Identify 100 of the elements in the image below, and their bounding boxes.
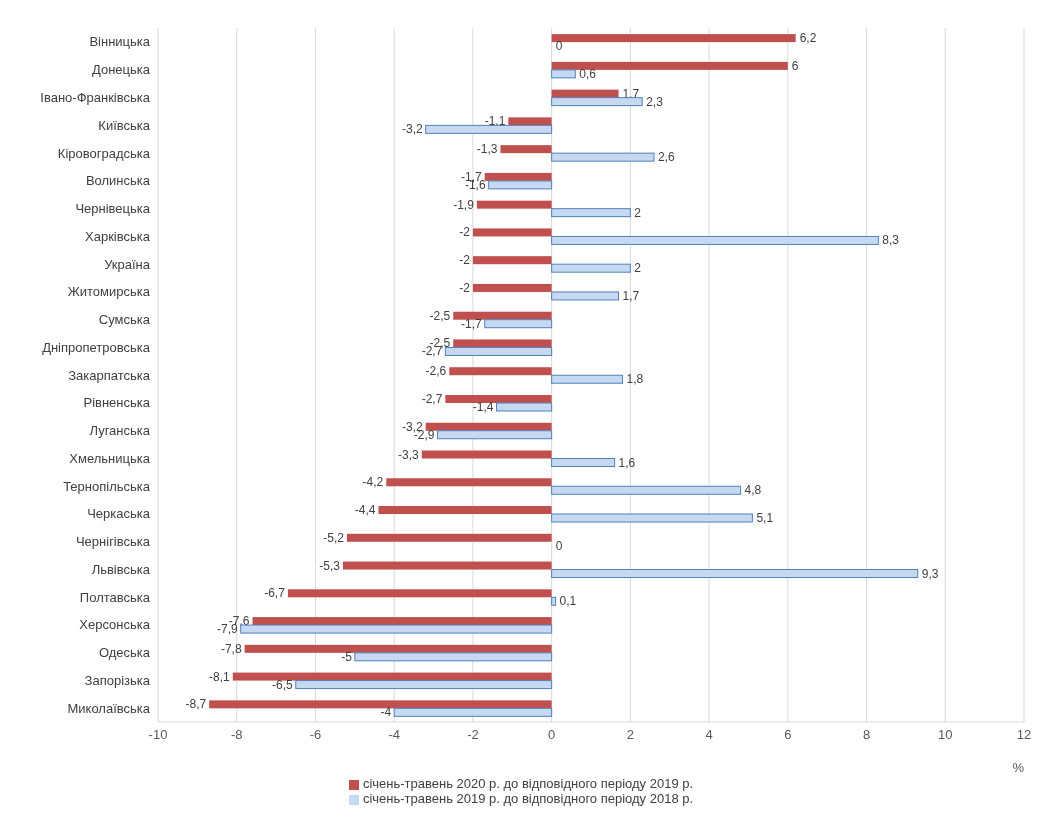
bar: [453, 311, 552, 320]
data-label: -6,5: [272, 677, 294, 692]
y-tick-label: Рівненська: [83, 395, 151, 411]
data-label: -7,8: [220, 641, 242, 656]
data-label: 0,6: [579, 66, 597, 81]
data-label: -2,7: [421, 391, 443, 406]
y-tick-label: Донецька: [91, 62, 151, 78]
data-label: 0: [555, 538, 563, 553]
bar: [436, 430, 553, 440]
bar: [551, 208, 631, 218]
y-tick-label: Запорізька: [84, 672, 151, 688]
data-label: -6,7: [264, 586, 286, 601]
y-tick-label: Херсонська: [79, 617, 151, 633]
data-label: 6,2: [799, 31, 817, 46]
bar: [240, 624, 553, 634]
bar: [232, 672, 552, 681]
bar: [343, 561, 552, 570]
bar: [551, 513, 753, 523]
legend-label: січень-травень 2020 р. до відповідного періоду 2019 р.: [362, 776, 694, 791]
data-label: 2: [634, 261, 642, 276]
data-label: 9,3: [921, 566, 939, 581]
data-label: -4,4: [354, 503, 376, 518]
bar: [551, 596, 557, 606]
bar: [449, 367, 552, 376]
data-label: -2: [459, 225, 471, 240]
data-label: -3,2: [401, 122, 423, 137]
data-label: 2,3: [646, 94, 664, 109]
y-tick-label: Дніпропетровська: [42, 339, 151, 355]
data-label: -2,6: [425, 364, 447, 379]
x-tick-label: 12: [1016, 727, 1032, 743]
data-label: -3,3: [398, 447, 420, 462]
data-label: 1,8: [626, 372, 644, 387]
data-label: -2: [459, 253, 471, 268]
data-label: -1,3: [476, 142, 498, 157]
x-tick-label: 0: [548, 727, 556, 743]
y-tick-label: Львівська: [91, 561, 151, 577]
y-tick-label: Київська: [98, 117, 151, 133]
bar: [551, 34, 796, 43]
y-tick-label: Чернівецька: [75, 201, 151, 217]
data-label: -2: [459, 280, 471, 295]
y-tick-label: Миколаївська: [67, 700, 151, 716]
y-tick-label: Кіровоградська: [57, 145, 151, 161]
bar: [551, 152, 655, 162]
x-tick-label: 10: [938, 727, 953, 743]
x-tick-label: 4: [705, 727, 713, 743]
bar: [378, 506, 552, 515]
bar: [551, 263, 631, 273]
bar: [551, 458, 616, 468]
bar: [354, 652, 553, 662]
bar: [496, 402, 553, 412]
bar: [551, 374, 623, 384]
y-tick-label: Сумська: [98, 312, 151, 328]
x-tick-label: 6: [784, 727, 792, 743]
data-label: -1,4: [472, 399, 494, 414]
legend-label: січень-травень 2019 р. до відповідного періоду 2018 р.: [362, 791, 694, 806]
y-tick-label: Харківська: [85, 228, 151, 244]
bar: [287, 589, 552, 598]
x-tick-label: 8: [862, 727, 871, 743]
data-label: -8,1: [209, 669, 231, 684]
y-tick-label: Полтавська: [79, 589, 151, 605]
data-label: -5,2: [323, 530, 345, 545]
bar: [551, 97, 643, 107]
data-label: -4: [380, 705, 392, 720]
y-tick-label: Житомирська: [67, 284, 151, 300]
bar: [551, 569, 919, 579]
data-label: -2,5: [429, 308, 451, 323]
data-label: 4,8: [744, 483, 762, 498]
bar: [472, 228, 552, 237]
x-tick-label: -10: [148, 727, 168, 743]
bar: [244, 644, 552, 653]
y-tick-label: Закарпатська: [68, 367, 151, 383]
y-tick-label: Хмельницька: [69, 450, 151, 466]
x-tick-label: 2: [626, 727, 634, 743]
bar: [386, 478, 552, 487]
bar: [500, 145, 552, 154]
bar: [472, 283, 552, 292]
y-tick-label: Луганська: [89, 423, 151, 439]
data-label: 1,6: [618, 455, 636, 470]
bar: [508, 117, 552, 126]
bar: [421, 450, 552, 459]
x-axis-title: %: [1012, 760, 1025, 775]
bar: [551, 69, 576, 79]
data-label: -8,7: [185, 697, 207, 712]
data-label: -1,1: [484, 114, 506, 129]
data-label: 1,7: [622, 288, 640, 303]
x-tick-label: -4: [388, 727, 400, 743]
bar: [445, 394, 552, 403]
bar: [551, 235, 879, 245]
bar: [484, 319, 553, 329]
y-tick-label: Україна: [104, 256, 151, 272]
x-tick-label: -8: [230, 727, 243, 743]
x-tick-label: -6: [309, 727, 322, 743]
bar: [209, 700, 552, 709]
y-tick-label: Чернігівська: [75, 534, 151, 550]
y-tick-label: Вінницька: [89, 34, 151, 50]
bar: [472, 256, 552, 265]
y-tick-label: Тернопільська: [63, 478, 151, 494]
data-label: -1,9: [453, 197, 475, 212]
x-tick-label: -2: [467, 727, 479, 743]
bar: [551, 61, 788, 70]
